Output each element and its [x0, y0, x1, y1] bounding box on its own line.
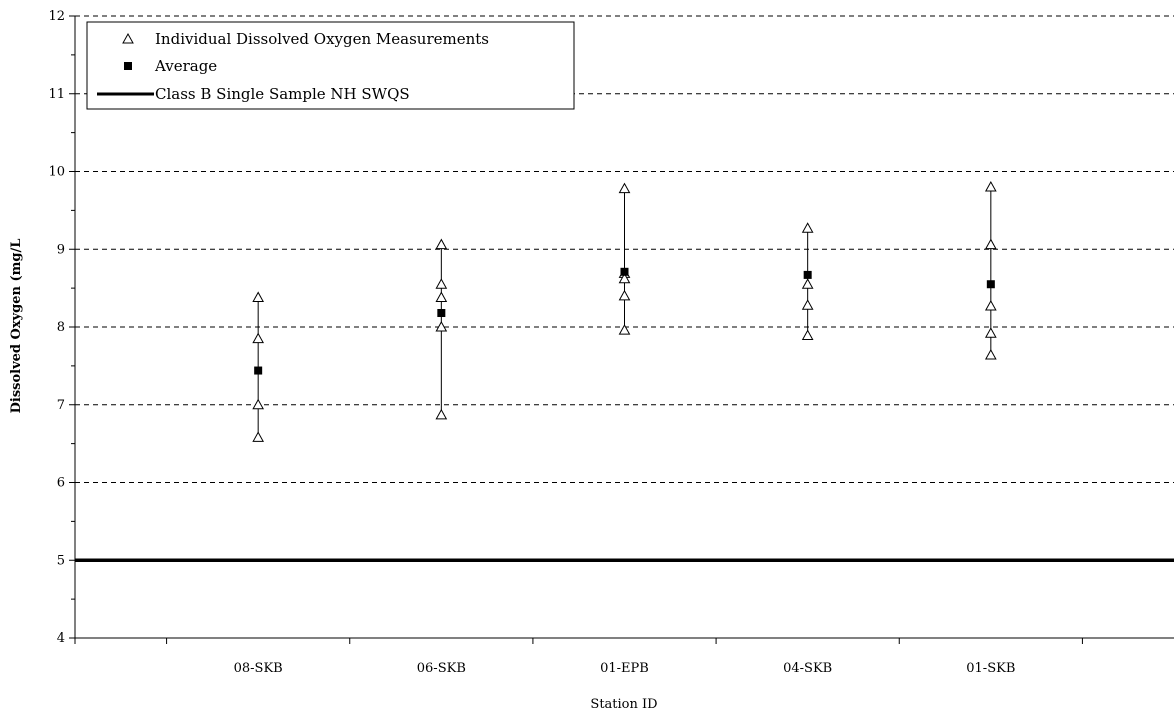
legend-label-average: Average [154, 57, 217, 75]
legend-box [86, 21, 575, 110]
legend-square-marker [124, 62, 132, 70]
x-tick-label: 01-SKB [966, 661, 1015, 676]
measurement-point [984, 348, 997, 360]
y-tick-label: 5 [57, 553, 65, 568]
y-tick-label: 4 [57, 631, 65, 646]
range-lines [257, 187, 992, 438]
x-tick-label: 04-SKB [783, 661, 832, 676]
measurement-point [984, 327, 997, 338]
measurement-points [252, 181, 997, 442]
measurement-point [435, 291, 448, 302]
measurement-point [984, 238, 997, 250]
y-tick-labels: 4 5 6 7 8 9 10 11 12 [48, 9, 65, 646]
average-point [803, 270, 812, 279]
y-tick-label: 6 [57, 476, 65, 491]
measurement-point [984, 181, 997, 192]
y-tick-label: 9 [57, 242, 65, 257]
axes [69, 15, 1174, 644]
legend-label-swqs: Class B Single Sample NH SWQS [155, 85, 410, 103]
legend-label-individual: Individual Dissolved Oxygen Measurements [155, 30, 489, 48]
measurement-point [801, 299, 814, 310]
x-tick-label: 08-SKB [234, 661, 283, 676]
x-tick-labels: 08-SKB 06-SKB 01-EPB 04-SKB 01-SKB [234, 661, 1016, 676]
measurement-point [801, 329, 814, 341]
average-point [986, 280, 995, 289]
y-tick-label: 10 [48, 165, 65, 180]
x-tick-label: 06-SKB [417, 661, 466, 676]
average-point [437, 309, 446, 318]
y-tick-label: 12 [48, 9, 65, 24]
measurement-point [435, 238, 448, 250]
y-tick-label: 7 [57, 398, 65, 413]
measurement-point [618, 324, 631, 335]
legend: Individual Dissolved Oxygen Measurements… [86, 21, 575, 110]
average-point [620, 267, 629, 276]
average-point [254, 366, 263, 375]
measurement-point [801, 222, 814, 233]
measurement-point [252, 291, 265, 302]
legend-triangle-marker [122, 32, 134, 44]
x-tick-label: 01-EPB [600, 661, 649, 676]
measurement-point [252, 332, 265, 344]
y-axis-title: Dissolved Oxygen (mg/L [9, 239, 24, 414]
measurement-point [618, 182, 631, 194]
y-tick-label: 8 [57, 320, 65, 335]
measurement-point [252, 398, 265, 410]
measurement-point [435, 320, 448, 332]
y-tick-label: 11 [48, 87, 65, 102]
measurement-point [801, 278, 814, 289]
measurement-point [618, 289, 631, 301]
average-points [254, 267, 995, 375]
measurement-point [252, 431, 265, 442]
x-axis-title: Station ID [590, 697, 657, 712]
measurement-point [984, 299, 997, 311]
measurement-point [435, 408, 448, 420]
measurement-point [618, 272, 631, 284]
measurement-point [435, 278, 448, 289]
